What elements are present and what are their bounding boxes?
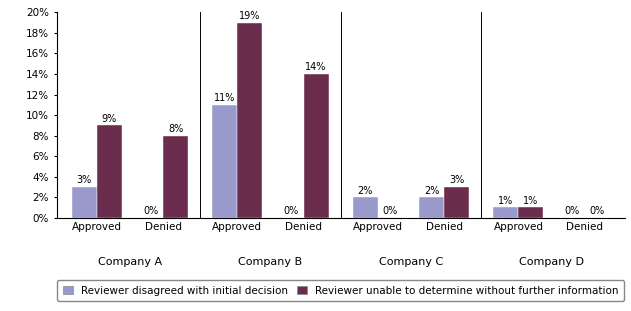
Text: 8%: 8% <box>168 124 183 134</box>
Bar <box>212 105 237 218</box>
Bar <box>493 207 519 218</box>
Text: 0%: 0% <box>283 206 298 216</box>
Text: Company C: Company C <box>379 257 443 267</box>
Bar <box>237 23 262 218</box>
Bar <box>353 197 378 218</box>
Text: 0%: 0% <box>143 206 158 216</box>
Text: 11%: 11% <box>214 93 235 103</box>
Legend: Reviewer disagreed with initial decision, Reviewer unable to determine without f: Reviewer disagreed with initial decision… <box>57 281 624 301</box>
Text: 3%: 3% <box>76 175 91 185</box>
Text: 1%: 1% <box>498 196 514 206</box>
Bar <box>444 187 469 218</box>
Text: 9%: 9% <box>102 114 117 124</box>
Bar <box>304 74 329 218</box>
Text: 19%: 19% <box>239 11 261 21</box>
Text: 0%: 0% <box>565 206 580 216</box>
Text: 3%: 3% <box>449 175 464 185</box>
Bar <box>519 207 543 218</box>
Text: 2%: 2% <box>424 186 439 196</box>
Text: 0%: 0% <box>590 206 605 216</box>
Bar <box>72 187 97 218</box>
Bar <box>97 125 122 218</box>
Text: 14%: 14% <box>305 63 327 72</box>
Bar <box>163 136 188 218</box>
Bar <box>419 197 444 218</box>
Text: 0%: 0% <box>383 206 398 216</box>
Text: 1%: 1% <box>523 196 539 206</box>
Text: Company B: Company B <box>239 257 302 267</box>
Text: Company D: Company D <box>519 257 584 267</box>
Text: 2%: 2% <box>358 186 373 196</box>
Text: Company A: Company A <box>98 257 162 267</box>
